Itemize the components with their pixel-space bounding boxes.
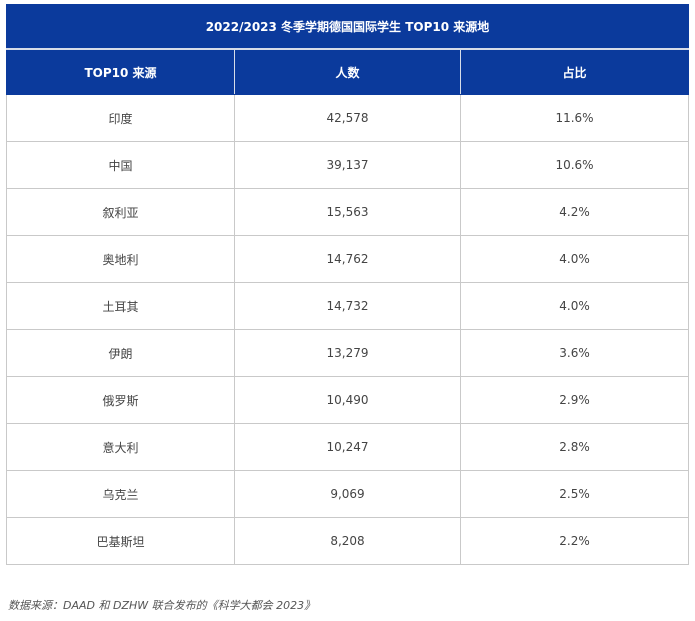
table-row: 意大利 10,247 2.8%	[6, 423, 690, 471]
table-row: 奥地利 14,762 4.0%	[6, 235, 690, 283]
count-cell: 14,732	[234, 282, 461, 330]
source-note: 数据来源：DAAD 和 DZHW 联合发布的《科学大都会 2023》	[8, 599, 316, 612]
country-cell: 叙利亚	[6, 188, 235, 236]
country-cell: 俄罗斯	[6, 376, 235, 424]
table-row: 巴基斯坦 8,208 2.2%	[6, 517, 690, 565]
table-row: 土耳其 14,732 4.0%	[6, 282, 690, 330]
column-header-source: TOP10 来源	[6, 48, 235, 95]
share-cell: 2.8%	[459, 423, 690, 471]
country-cell: 土耳其	[6, 282, 235, 330]
country-cell: 乌克兰	[6, 470, 235, 518]
share-cell: 3.6%	[459, 329, 690, 377]
count-cell: 13,279	[234, 329, 461, 377]
country-cell: 中国	[6, 141, 235, 189]
count-cell: 14,762	[234, 235, 461, 283]
count-cell: 42,578	[234, 94, 461, 142]
column-header-share: 占比	[459, 48, 690, 95]
country-cell: 意大利	[6, 423, 235, 471]
table-row: 伊朗 13,279 3.6%	[6, 329, 690, 377]
table-title: 2022/2023 冬季学期德国国际学生 TOP10 来源地	[5, 4, 690, 50]
table-row: 印度 42,578 11.6%	[6, 94, 690, 142]
share-cell: 4.0%	[459, 282, 690, 330]
share-cell: 2.2%	[459, 517, 690, 565]
table-row: 乌克兰 9,069 2.5%	[6, 470, 690, 518]
table-row: 叙利亚 15,563 4.2%	[6, 188, 690, 236]
share-cell: 2.5%	[459, 470, 690, 518]
share-cell: 4.2%	[459, 188, 690, 236]
country-cell: 奥地利	[6, 235, 235, 283]
country-cell: 印度	[6, 94, 235, 142]
table-row: 中国 39,137 10.6%	[6, 141, 690, 189]
international-students-table: 2022/2023 冬季学期德国国际学生 TOP10 来源地 TOP10 来源 …	[5, 4, 690, 565]
country-cell: 巴基斯坦	[6, 517, 235, 565]
count-cell: 10,490	[234, 376, 461, 424]
country-cell: 伊朗	[6, 329, 235, 377]
share-cell: 10.6%	[459, 141, 690, 189]
count-cell: 10,247	[234, 423, 461, 471]
share-cell: 11.6%	[459, 94, 690, 142]
count-cell: 9,069	[234, 470, 461, 518]
table-container: 2022/2023 冬季学期德国国际学生 TOP10 来源地 TOP10 来源 …	[5, 4, 690, 565]
count-cell: 8,208	[234, 517, 461, 565]
table-row: 俄罗斯 10,490 2.9%	[6, 376, 690, 424]
count-cell: 15,563	[234, 188, 461, 236]
share-cell: 4.0%	[459, 235, 690, 283]
share-cell: 2.9%	[459, 376, 690, 424]
table-title-row: 2022/2023 冬季学期德国国际学生 TOP10 来源地	[5, 4, 690, 50]
count-cell: 39,137	[234, 141, 461, 189]
column-header-count: 人数	[234, 48, 461, 95]
table-header-row: TOP10 来源 人数 占比	[6, 48, 690, 95]
